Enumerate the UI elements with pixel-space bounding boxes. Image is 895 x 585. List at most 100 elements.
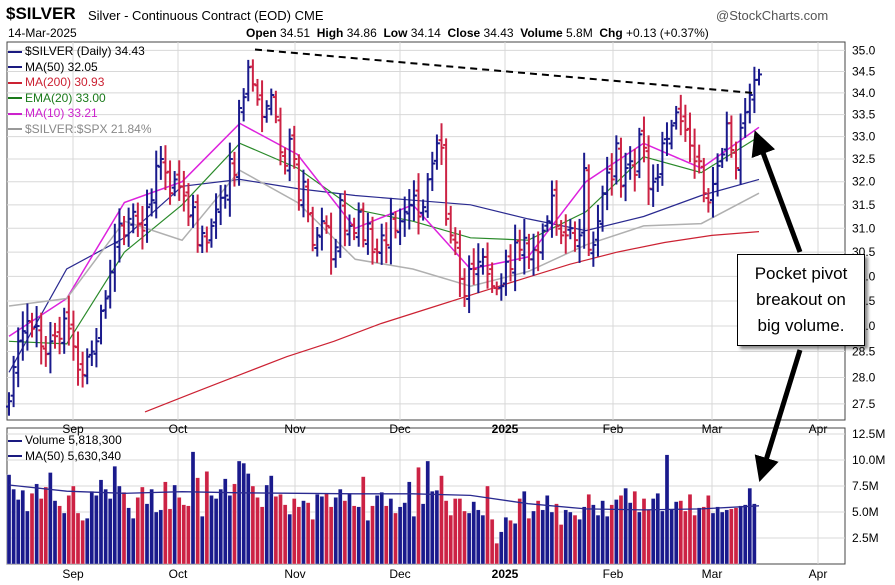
- arrow-to-volume: [754, 349, 803, 482]
- volume-bar: [305, 502, 311, 565]
- volume-bar: [595, 514, 601, 565]
- volume-bar: [195, 477, 200, 565]
- legend-text: MA(50) 5,630,340: [25, 448, 122, 463]
- volume-bar: [697, 507, 702, 565]
- volume-bar: [218, 488, 223, 565]
- volume-bar: [177, 497, 182, 565]
- volume-bar: [724, 509, 729, 565]
- annotation-line-2: breakout on: [756, 290, 846, 309]
- volume-bar: [554, 503, 559, 565]
- volume-bar: [319, 496, 325, 565]
- legend-text: MA(50) 32.05: [25, 59, 98, 74]
- volume-bar: [582, 506, 587, 565]
- chart-symbol: $SILVER: [6, 4, 76, 23]
- y-tick-label: 33.5: [852, 108, 876, 122]
- volume-bar: [526, 518, 532, 565]
- legend-swatch: [8, 128, 22, 131]
- volume-bar: [328, 506, 334, 565]
- x-tick-label: Sep: [62, 422, 84, 436]
- y-tick-label: 33.0: [852, 130, 876, 144]
- volume-bar: [453, 498, 458, 565]
- volume-bar: [692, 514, 697, 565]
- volume-bar: [213, 498, 219, 565]
- volume-bar: [333, 497, 338, 565]
- volume-bar: [448, 514, 453, 565]
- volume-bar: [706, 495, 711, 565]
- volume-bar: [338, 488, 343, 565]
- close-label: Close: [447, 26, 481, 40]
- volume-bar: [674, 501, 679, 565]
- volume-bar: [425, 460, 430, 565]
- x-tick-label: Mar: [702, 422, 723, 436]
- volume-bar: [342, 500, 348, 565]
- volume-bar: [641, 498, 647, 565]
- volume-bar: [651, 498, 656, 565]
- volume-value: 5.8M: [566, 26, 593, 40]
- volume-bar: [545, 495, 550, 565]
- volume-bar: [20, 490, 25, 565]
- volume-bar: [98, 479, 104, 565]
- volume-bar: [287, 513, 292, 565]
- volume-bar: [462, 510, 467, 565]
- volume-bar: [434, 490, 440, 565]
- volume-bar: [131, 518, 136, 565]
- volume-bar: [646, 509, 651, 565]
- volume-bar: [618, 495, 624, 565]
- volume-bar: [443, 500, 449, 565]
- legend-swatch: [8, 455, 22, 458]
- volume-bar: [365, 520, 371, 565]
- volume-bar: [407, 481, 412, 565]
- close-value: 34.43: [483, 26, 514, 40]
- legend-swatch: [8, 66, 22, 69]
- x-tick-label: Oct: [169, 422, 188, 436]
- legend-text: Volume 5,818,300: [25, 433, 122, 447]
- volume-bar: [315, 494, 320, 565]
- arrow-to-breakout: [751, 130, 803, 253]
- volume-bar: [733, 507, 739, 565]
- volume-bar: [361, 476, 366, 565]
- volume-bar: [347, 493, 352, 565]
- volume-ma50-line: [8, 484, 760, 511]
- y-tick-label: 32.0: [852, 175, 876, 189]
- volume-bar: [135, 497, 140, 565]
- open-value: 34.51: [280, 26, 311, 40]
- volume-bar: [549, 511, 555, 565]
- volume-y-tick-label: 7.5M: [852, 479, 879, 493]
- volume-bar: [384, 505, 389, 565]
- y-tick-label: 28.5: [852, 345, 876, 359]
- volume-y-tick-label: 2.5M: [852, 531, 879, 545]
- volume-bar: [485, 485, 490, 565]
- y-tick-label: 31.5: [852, 198, 876, 212]
- legend-entry: MA(10) 33.21: [8, 106, 152, 122]
- volume-bar: [517, 498, 522, 565]
- volume-bar: [149, 488, 154, 565]
- volume-bar: [6, 474, 12, 565]
- legend-text: $SILVER:$SPX 21.84%: [25, 121, 152, 136]
- high-value: 34.86: [346, 26, 377, 40]
- volume-bar: [223, 478, 228, 565]
- legend-entry: $SILVER:$SPX 21.84%: [8, 122, 152, 138]
- volume-bar: [200, 516, 205, 565]
- volume-bar: [535, 500, 541, 565]
- volume-bar: [273, 496, 279, 565]
- volume-bar: [743, 504, 748, 565]
- x-tick-label: Apr: [809, 422, 828, 436]
- low-label: Low: [383, 26, 408, 40]
- volume-bar: [605, 516, 610, 565]
- volume-bar: [186, 505, 191, 565]
- ma200-line: [144, 231, 760, 413]
- annotation-callout: Pocket pivot breakout on big volume.: [737, 254, 865, 346]
- y-tick-label: 35.0: [852, 43, 876, 57]
- volume-bar: [623, 487, 628, 565]
- volume-bar: [11, 488, 16, 565]
- legend-swatch: [8, 50, 22, 53]
- legend-entry: MA(200) 30.93: [8, 75, 152, 91]
- volume-bar: [678, 500, 683, 565]
- volume-bar: [480, 514, 486, 565]
- volume-bar: [457, 498, 463, 565]
- volume-bar: [52, 500, 58, 565]
- volume-bar: [715, 506, 720, 565]
- volume-bar: [39, 498, 44, 565]
- quote-summary: Open 34.51 High 34.86 Low 34.14 Close 34…: [246, 26, 709, 40]
